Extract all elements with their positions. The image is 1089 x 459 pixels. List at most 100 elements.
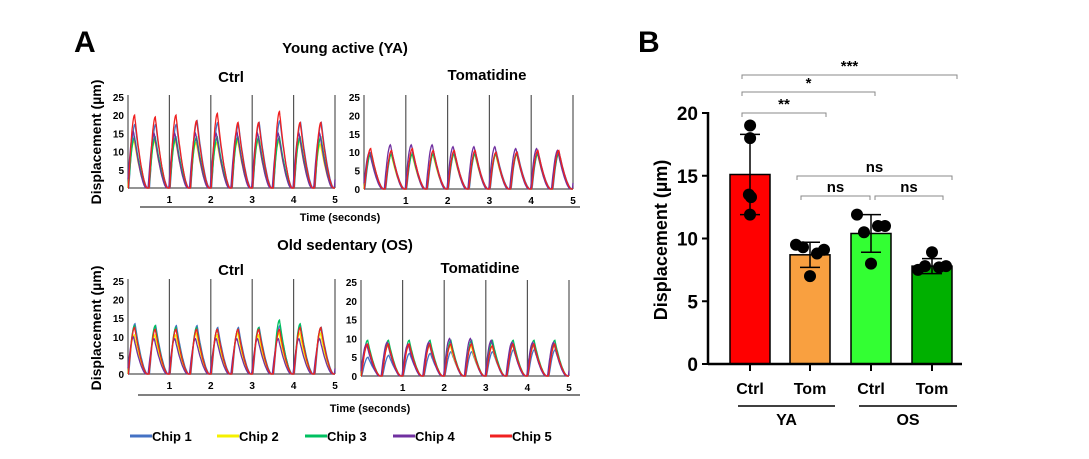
significance-label: * [806, 75, 812, 92]
legend-item: Chip 1 [130, 429, 192, 444]
x-tick-label: 1 [403, 196, 409, 207]
x-tick-label: Ctrl [857, 381, 885, 398]
trace-chip-5 [127, 326, 335, 375]
data-point [865, 257, 877, 270]
legend-item: Chip 5 [490, 429, 552, 444]
y-axis-label-b: Displacement (µm) [651, 160, 671, 320]
y-tick-label: 15 [349, 130, 361, 141]
legend-label: Chip 4 [415, 429, 455, 444]
x-tick-label: 5 [566, 383, 572, 394]
y-tick-label: 15 [113, 314, 125, 325]
data-point [872, 219, 884, 232]
significance-label: ns [866, 159, 884, 176]
significance-label: ns [900, 179, 918, 196]
subplot-2: 0 5 10 15 20 25 1 2 3 4 5 [113, 277, 338, 392]
trace-chip-4 [127, 335, 336, 375]
data-point [926, 246, 938, 259]
data-point [744, 208, 756, 221]
group-label: YA [776, 412, 797, 429]
y-tick-label: 25 [349, 93, 361, 104]
x-tick-label: 4 [291, 381, 297, 392]
y-axis-label-ya: Displacement (µm) [88, 80, 104, 205]
trace-chip-5 [363, 147, 573, 190]
legend: Chip 1 Chip 2 Chip 3 Chip 4 Chip 5 [130, 429, 552, 444]
y-tick-label: 10 [349, 148, 361, 159]
trace-chip-5 [360, 343, 569, 377]
subplot-title-ya-ctrl: Ctrl [218, 69, 244, 86]
x-tick-label: 1 [167, 195, 173, 206]
y-tick-label: 15 [677, 167, 699, 188]
significance-bracket [874, 195, 944, 200]
y-tick-label: 15 [113, 129, 125, 140]
significance-label: ns [827, 179, 845, 196]
bar-3 [911, 265, 953, 365]
x-tick-label: 1 [167, 381, 173, 392]
group-label: OS [896, 412, 919, 429]
legend-label: Chip 3 [327, 429, 367, 444]
y-axis-label-os: Displacement (µm) [88, 266, 104, 391]
subplot-title-os-tom: Tomatidine [441, 260, 520, 277]
y-tick-label: 20 [349, 111, 361, 122]
x-tick-label: 5 [332, 381, 338, 392]
significance-bracket [741, 74, 958, 79]
y-tick-label: 0 [351, 372, 357, 383]
x-tick-label: 3 [483, 383, 489, 394]
group-title-os: Old sedentary (OS) [277, 237, 413, 254]
y-tick-label: 0 [118, 370, 124, 381]
subplot-title-ya-tom: Tomatidine [448, 67, 527, 84]
x-tick-label: 2 [208, 381, 214, 392]
legend-label: Chip 5 [512, 429, 552, 444]
trace-chip-5 [127, 110, 335, 189]
x-tick-label: Ctrl [736, 381, 764, 398]
legend-label: Chip 2 [239, 429, 279, 444]
legend-item: Chip 3 [305, 429, 367, 444]
x-tick-label: 2 [445, 196, 451, 207]
x-tick-label: 2 [441, 383, 447, 394]
legend-label: Chip 1 [152, 429, 192, 444]
x-tick-label: 4 [291, 195, 297, 206]
data-point [744, 119, 757, 132]
data-point [797, 241, 809, 254]
y-tick-label: 5 [354, 167, 360, 178]
x-tick-label: 5 [570, 196, 576, 207]
x-tick-label: 5 [332, 195, 338, 206]
data-point [851, 208, 863, 221]
data-point [858, 226, 870, 239]
significance-bracket [741, 112, 827, 117]
y-tick-label: 5 [118, 166, 124, 177]
y-tick-label: 10 [346, 334, 358, 345]
subplot-title-os-ctrl: Ctrl [218, 262, 244, 279]
data-point [811, 247, 823, 260]
data-point [919, 260, 931, 273]
y-tick-label: 15 [346, 316, 358, 327]
significance-label: ** [778, 96, 790, 113]
x-tick-label: 4 [528, 196, 534, 207]
x-axis-label-ya: Time (seconds) [300, 212, 381, 224]
data-point [744, 132, 757, 145]
significance-label: *** [841, 58, 859, 75]
y-tick-label: 5 [687, 292, 698, 313]
y-tick-label: 20 [677, 104, 698, 125]
data-point [804, 270, 816, 283]
y-tick-label: 20 [113, 111, 125, 122]
data-point [745, 191, 757, 204]
trace-chip-4 [127, 130, 336, 189]
data-point [933, 261, 945, 274]
y-tick-label: 5 [351, 353, 357, 364]
x-tick-label: Tom [916, 381, 949, 398]
bar-2 [850, 232, 892, 365]
x-tick-label: 4 [525, 383, 531, 394]
y-tick-label: 0 [687, 355, 698, 376]
x-tick-label: 3 [487, 196, 493, 207]
significance-bracket [741, 91, 876, 96]
x-axis-label-os: Time (seconds) [330, 403, 411, 415]
y-tick-label: 10 [113, 333, 125, 344]
subplot-0: 0 5 10 15 20 25 1 2 3 4 5 [113, 93, 338, 206]
group-title-ya: Young active (YA) [282, 40, 408, 57]
y-tick-label: 25 [113, 93, 125, 104]
y-tick-label: 0 [354, 185, 360, 196]
y-tick-label: 20 [346, 297, 358, 308]
x-tick-label: Tom [794, 381, 827, 398]
